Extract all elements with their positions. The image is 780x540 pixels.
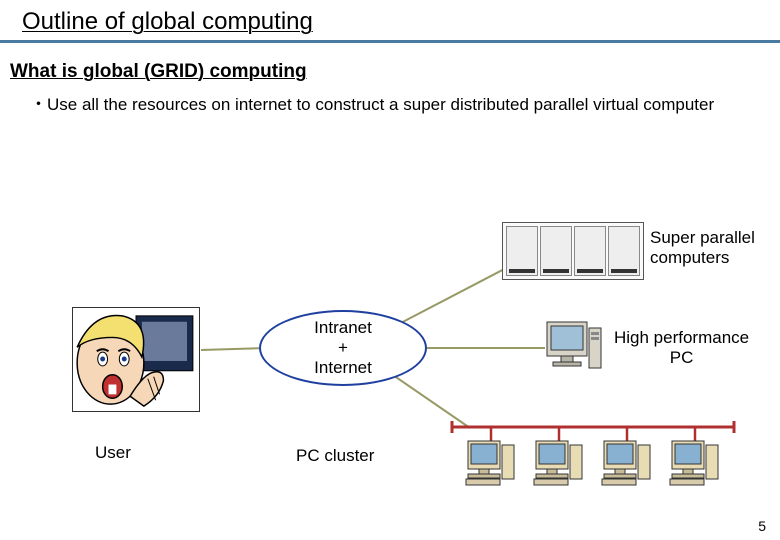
ellipse-line2: + <box>261 338 425 358</box>
server-unit <box>608 226 640 276</box>
server-label: Super parallelcomputers <box>650 228 755 269</box>
bullet-text: ・Use all the resources on internet to co… <box>0 85 780 117</box>
server-rack <box>502 222 644 280</box>
ellipse-line1: Intranet <box>261 318 425 338</box>
diagram-area: User Intranet + Internet Super parallelc… <box>0 190 780 510</box>
server-unit <box>540 226 572 276</box>
pc-cluster <box>448 415 738 493</box>
user-illustration <box>73 308 199 411</box>
user-label: User <box>95 443 131 463</box>
pc-icon <box>545 320 603 376</box>
ellipse-line3: Internet <box>261 358 425 378</box>
slide-title: Outline of global computing <box>0 0 780 43</box>
section-heading: What is global (GRID) computing <box>0 43 780 85</box>
server-unit <box>506 226 538 276</box>
cluster-label: PC cluster <box>296 446 374 466</box>
high-perf-pc <box>545 320 603 376</box>
page-number: 5 <box>758 518 766 534</box>
user-image-box <box>72 307 200 412</box>
cluster-icon <box>448 415 738 493</box>
network-ellipse: Intranet + Internet <box>259 310 427 386</box>
hp-pc-label: High performancePC <box>614 328 749 369</box>
server-unit <box>574 226 606 276</box>
